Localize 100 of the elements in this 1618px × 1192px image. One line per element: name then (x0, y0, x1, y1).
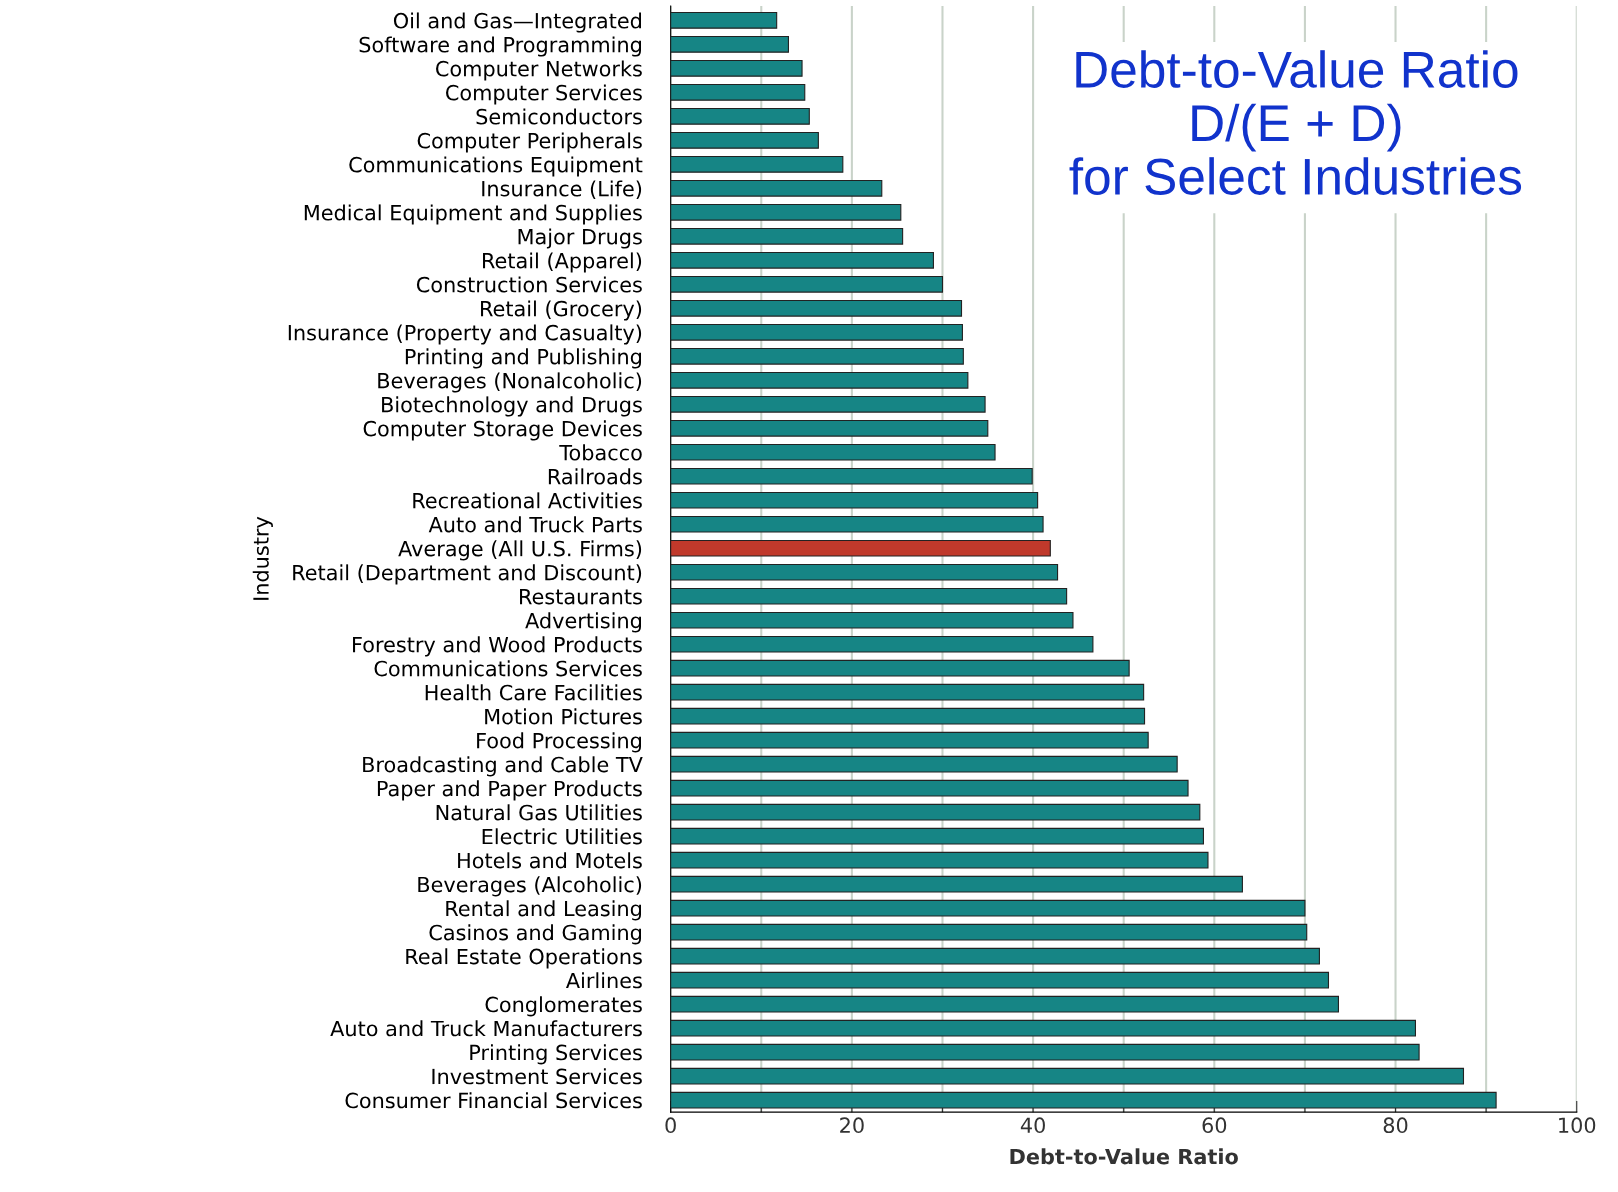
bar (670, 659, 1130, 677)
x-tick-label: 80 (1383, 1117, 1408, 1134)
y-tick-label: Major Drugs (518, 228, 642, 249)
text: Debt-to-Value Ratio D/(E + D) for Select Industries (1069, 50, 1522, 195)
y-tick-label: Average (All U.S. Firms) (398, 540, 642, 561)
bar (670, 851, 1209, 869)
y-tick-label: Auto and Truck Manufacturers (330, 1020, 642, 1037)
bar (670, 707, 1146, 725)
bar (670, 827, 1204, 845)
y-tick-label: Paper and Paper Products (377, 780, 642, 801)
y-tick-label: Rental and Leasing (446, 900, 641, 921)
x-tick-label: 40 (1020, 1117, 1045, 1134)
y-tick-label: Real Estate Operations (406, 948, 642, 969)
bar (670, 611, 1074, 629)
y-tick-label: Construction Services (416, 276, 642, 293)
y-tick-label: Health Care Facilities (425, 684, 642, 701)
y-tick-label: Hotels and Motels (458, 852, 642, 869)
bar (670, 635, 1094, 653)
y-tick-label: Biotechnology and Drugs (382, 396, 642, 417)
bar (670, 875, 1243, 893)
y-tick-label: Motion Pictures (485, 708, 642, 725)
bar (670, 59, 803, 77)
bar (670, 395, 986, 413)
y-tick-label: Broadcasting and Cable TV (363, 756, 643, 777)
y-tick-label: Insurance (Life) (482, 180, 642, 199)
y-tick-label: Insurance (Property and Casualty) (288, 324, 642, 345)
bar (670, 779, 1189, 797)
y-tick-label: Airlines (565, 972, 642, 989)
y-tick-label: Printing Services (470, 1044, 642, 1065)
bar (670, 1091, 1497, 1109)
bar (670, 491, 1039, 509)
y-tick-label: Railroads (548, 468, 642, 485)
y-tick-label: Investment Services (432, 1068, 642, 1085)
bar (670, 12, 778, 29)
bar (670, 179, 883, 197)
y-tick-label: Oil and Gas—Integrated (393, 12, 641, 33)
bar (670, 515, 1044, 533)
bar (670, 587, 1068, 605)
bar (670, 539, 1051, 557)
bar (670, 995, 1339, 1013)
y-tick-label: Semiconductors (476, 108, 642, 125)
y-tick-label: Computer Storage Devices (363, 420, 642, 441)
x-tick-label: 0 (665, 1117, 676, 1134)
bar (670, 107, 810, 125)
bar (670, 443, 996, 461)
bar (670, 227, 904, 245)
y-tick-label: Medical Equipment and Supplies (304, 204, 642, 225)
y-tick-label: Advertising (525, 612, 641, 633)
bar (670, 803, 1201, 821)
y-tick-label: Retail (Department and Discount) (293, 564, 642, 585)
x-tick-label: 100 (1559, 1117, 1596, 1134)
y-tick-label: Software and Programming (359, 36, 641, 57)
y-tick-label: Forestry and Wood Products (353, 636, 642, 657)
bar (670, 275, 944, 293)
bar (670, 299, 963, 317)
x-axis-title: Debt-to-Value Ratio (1010, 1148, 1238, 1165)
bar (670, 155, 844, 173)
bar (670, 947, 1320, 965)
bar (670, 371, 969, 389)
bar (670, 923, 1308, 941)
bar (670, 899, 1306, 917)
y-tick-label: Retail (Grocery) (481, 300, 642, 321)
x-tick-label: 20 (840, 1117, 864, 1134)
x-tick-label: 60 (1202, 1117, 1227, 1134)
bar (670, 35, 790, 53)
y-tick-label: Restaurants (520, 588, 642, 605)
y-tick-label: Computer Peripherals (417, 132, 642, 153)
y-tick-label: Food Processing (477, 732, 641, 753)
bar (670, 683, 1145, 701)
bar (670, 1067, 1465, 1085)
y-tick-label: Tobacco (559, 444, 642, 461)
y-tick-label: Printing and Publishing (405, 348, 641, 369)
bar (670, 203, 902, 221)
y-tick-label: Electric Utilities (482, 828, 642, 845)
bar (670, 1019, 1417, 1037)
bar (670, 419, 989, 437)
y-axis-title: Industry (252, 516, 273, 600)
y-tick-label: Communications Services (374, 660, 642, 677)
bar (670, 731, 1149, 749)
y-tick-label: Retail (Apparel) (483, 252, 642, 273)
y-tick-label: Natural Gas Utilities (436, 804, 642, 821)
bar (670, 251, 934, 269)
bar (670, 971, 1330, 989)
bar (670, 1043, 1420, 1061)
y-tick-label: Computer Networks (436, 60, 642, 81)
bar (670, 563, 1059, 581)
bar (670, 755, 1178, 773)
y-tick-label: Consumer Financial Services (345, 1092, 642, 1109)
y-tick-label: Beverages (Nonalcoholic) (378, 372, 642, 393)
bar (670, 131, 819, 149)
bar (670, 83, 806, 101)
bar (670, 323, 963, 341)
y-tick-label: Conglomerates (485, 996, 642, 1017)
y-tick-label: Beverages (Alcoholic) (418, 876, 642, 897)
y-tick-label: Casinos and Gaming (429, 924, 641, 945)
y-tick-label: Auto and Truck Parts (428, 516, 642, 533)
y-tick-label: Communications Equipment (349, 156, 643, 177)
y-tick-label: Recreational Activities (413, 492, 642, 509)
bar (670, 467, 1033, 485)
y-tick-label: Computer Services (446, 84, 642, 105)
